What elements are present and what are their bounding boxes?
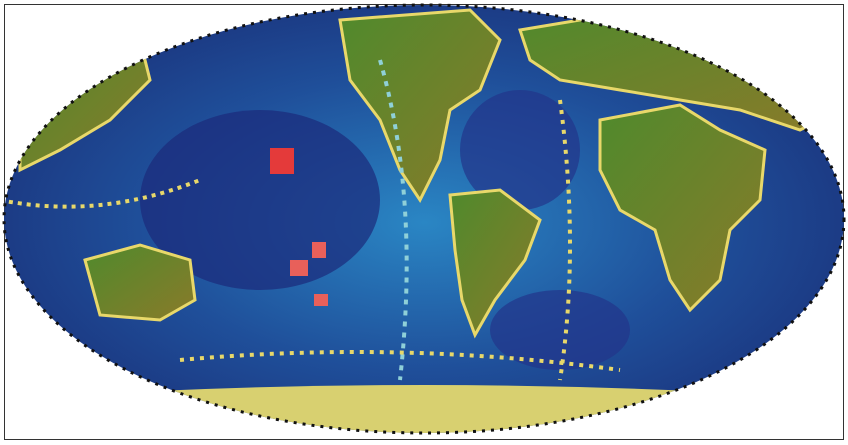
hotspot [312, 242, 326, 258]
hotspot [270, 148, 294, 174]
australia [85, 245, 195, 320]
world-map [0, 0, 848, 445]
hotspot [314, 294, 328, 306]
page [0, 0, 848, 445]
hotspot [290, 260, 308, 276]
